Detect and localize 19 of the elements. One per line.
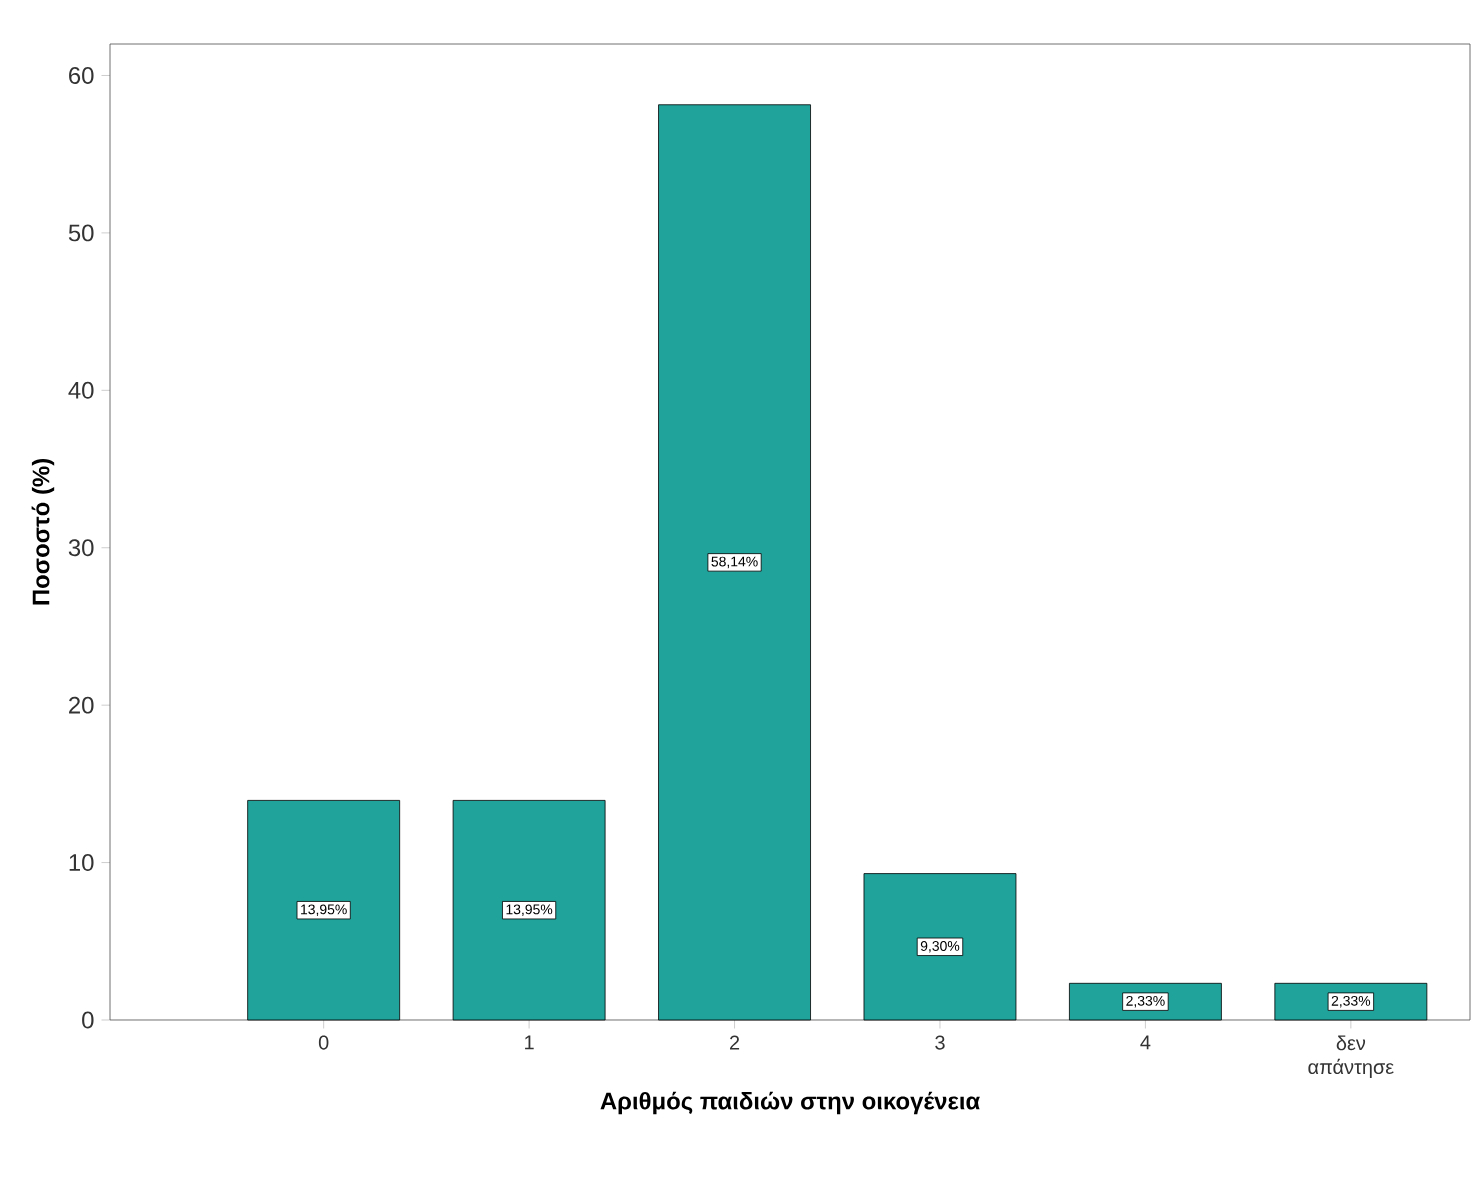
bar — [452, 800, 606, 1021]
y-tick-label: 10 — [69, 854, 94, 872]
y-tick-label: 0 — [82, 1011, 94, 1029]
x-tick-label: 2 — [730, 1035, 740, 1050]
bar — [247, 800, 401, 1021]
y-tick-label: 60 — [69, 67, 94, 84]
x-tick-label: δεν απάντησε — [1308, 1035, 1394, 1079]
x-tick-label: 0 — [318, 1035, 329, 1050]
bar — [863, 873, 1017, 1021]
x-tick-label: 4 — [1140, 1035, 1151, 1050]
bar — [658, 104, 811, 1021]
y-tick-label: 40 — [68, 381, 94, 399]
y-tick-label: 30 — [68, 539, 94, 557]
y-tick-label: 20 — [69, 696, 94, 714]
x-tick-label: 1 — [525, 1035, 534, 1050]
x-axis-title: Αριθμός παιδιών στην οικογένεια — [600, 1091, 980, 1115]
y-axis-title: Ποσοστό (%) — [31, 459, 55, 605]
y-tick-label: 50 — [68, 224, 94, 242]
x-tick-label: 3 — [935, 1035, 945, 1050]
